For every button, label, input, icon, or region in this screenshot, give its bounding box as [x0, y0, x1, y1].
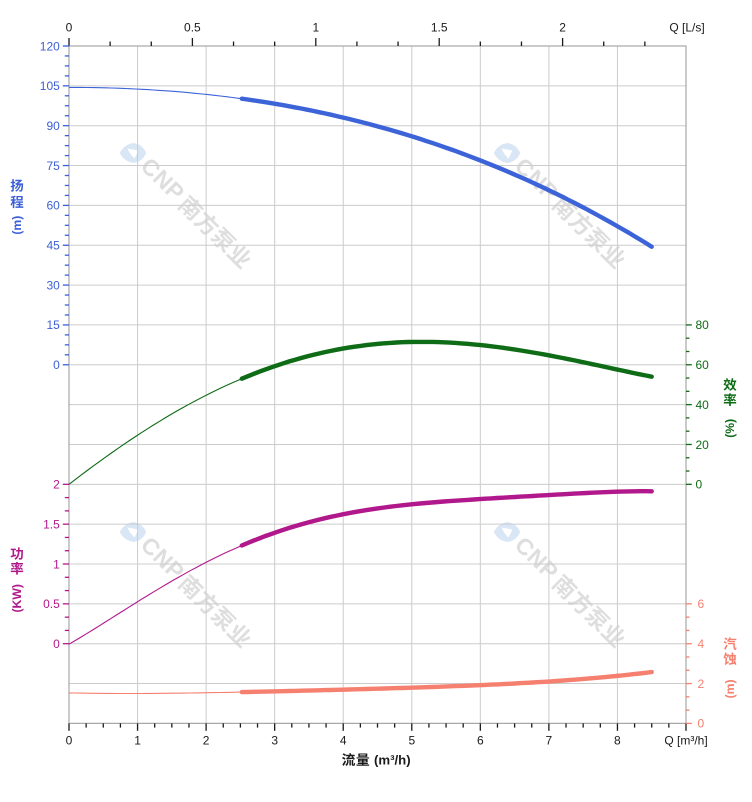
svg-text:(%): (%): [723, 419, 737, 438]
svg-text:40: 40: [696, 398, 710, 412]
svg-text:2: 2: [559, 21, 566, 35]
svg-text:0: 0: [66, 21, 73, 35]
svg-text:0.5: 0.5: [43, 597, 60, 611]
svg-text:1: 1: [134, 734, 141, 748]
svg-text:0: 0: [696, 478, 703, 492]
svg-text:90: 90: [46, 119, 60, 133]
svg-text:4: 4: [698, 637, 705, 651]
svg-text:Q [L/s]: Q [L/s]: [669, 21, 704, 35]
svg-text:60: 60: [46, 199, 60, 213]
svg-text:2: 2: [203, 734, 210, 748]
svg-text:6: 6: [698, 597, 705, 611]
svg-text:2: 2: [53, 478, 60, 492]
svg-text:0.5: 0.5: [184, 21, 201, 35]
svg-text:(m): (m): [723, 679, 737, 698]
svg-text:(KW): (KW): [10, 584, 24, 612]
svg-text:3: 3: [271, 734, 278, 748]
svg-text:(m): (m): [10, 216, 24, 235]
svg-text:(m³/h): (m³/h): [374, 752, 411, 767]
svg-text:4: 4: [340, 734, 347, 748]
svg-text:105: 105: [40, 79, 60, 93]
svg-text:Q [m³/h]: Q [m³/h]: [664, 734, 707, 748]
svg-text:6: 6: [477, 734, 484, 748]
svg-text:0: 0: [53, 637, 60, 651]
svg-text:15: 15: [46, 318, 60, 332]
svg-text:1.5: 1.5: [43, 518, 60, 532]
svg-text:8: 8: [614, 734, 621, 748]
svg-text:1: 1: [312, 21, 319, 35]
svg-text:120: 120: [40, 39, 60, 53]
svg-text:80: 80: [696, 318, 710, 332]
svg-text:60: 60: [696, 358, 710, 372]
svg-text:30: 30: [46, 278, 60, 292]
svg-text:0: 0: [66, 734, 73, 748]
svg-text:1: 1: [53, 557, 60, 571]
svg-text:20: 20: [696, 438, 710, 452]
svg-text:7: 7: [546, 734, 553, 748]
svg-text:0: 0: [53, 358, 60, 372]
svg-text:5: 5: [408, 734, 415, 748]
svg-text:0: 0: [698, 717, 705, 731]
svg-text:2: 2: [698, 677, 705, 691]
svg-text:75: 75: [46, 159, 60, 173]
svg-text:45: 45: [46, 239, 60, 253]
svg-text:1.5: 1.5: [431, 21, 448, 35]
